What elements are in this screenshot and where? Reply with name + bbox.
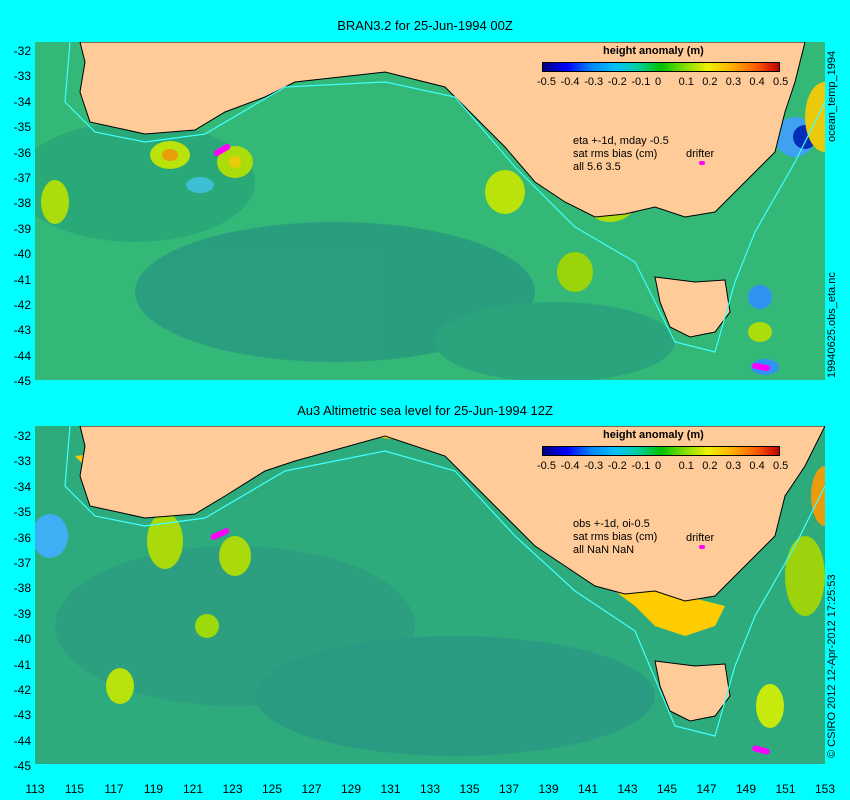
colorbar-tick-label: 0.4 xyxy=(749,460,765,472)
longitude-tick-label: 137 xyxy=(498,782,520,796)
top-stats-note: eta +-1d, mday -0.5 sat rms bias (cm) al… xyxy=(573,135,669,173)
latitude-tick-label: -39 xyxy=(13,221,31,236)
longitude-tick-label: 151 xyxy=(775,782,796,796)
longitude-tick-label: 113 xyxy=(25,782,45,796)
longitude-tick-label: 139 xyxy=(538,782,559,796)
latitude-tick-label: -45 xyxy=(13,759,31,774)
bottom-stats-note: obs +-1d, oi-0.5 sat rms bias (cm) all N… xyxy=(573,518,658,556)
latitude-tick-label: -44 xyxy=(13,348,31,363)
latitude-tick-label: -42 xyxy=(13,683,31,697)
latitude-tick-label: -41 xyxy=(13,657,31,672)
longitude-tick-label: 119 xyxy=(143,782,164,796)
latitude-tick-label: -36 xyxy=(13,530,31,545)
top-drifter-legend-mark xyxy=(699,161,705,165)
colorbar-tick-label: 0.3 xyxy=(725,460,742,472)
top-map-panel xyxy=(35,42,825,380)
longitude-tick-label: 133 xyxy=(419,782,441,796)
top-legend-title: height anomaly (m) xyxy=(603,45,704,57)
latitude-tick-label: -43 xyxy=(13,323,31,338)
colorbar-tick-label: 0.1 xyxy=(678,460,694,472)
latitude-tick-label: -34 xyxy=(13,479,31,494)
latitude-tick-label: -40 xyxy=(13,247,31,262)
bottom-map-panel xyxy=(35,426,825,764)
colorbar-tick-label: 0.1 xyxy=(678,76,694,88)
colorbar-tick-label: 0.5 xyxy=(773,76,789,88)
bottom-side-label: © CSIRO 2012 12-Apr-2012 17:25:53 xyxy=(826,574,838,758)
latitude-tick-label: -35 xyxy=(13,120,31,135)
latitude-tick-label: -38 xyxy=(13,581,31,596)
colorbar-tick-label: -0.3 xyxy=(584,76,604,88)
longitude-tick-label: 123 xyxy=(222,782,243,796)
latitude-tick-label: -35 xyxy=(13,505,31,520)
colorbar-tick-label: 0.5 xyxy=(773,460,789,472)
longitude-tick-label: 135 xyxy=(459,782,480,796)
colorbar-tick-label: -0.5 xyxy=(537,460,556,472)
top-drifter-label: drifter xyxy=(686,148,715,160)
colorbar-tick-label: 0.4 xyxy=(749,76,765,88)
bottom-colorbar xyxy=(542,446,780,456)
longitude-tick-label: 117 xyxy=(104,782,124,796)
latitude-tick-label: -38 xyxy=(13,196,31,211)
longitude-tick-label: 125 xyxy=(261,782,283,796)
top-panel-title: BRAN3.2 for 25-Jun-1994 00Z xyxy=(337,18,513,33)
latitude-tick-label: -43 xyxy=(13,708,31,723)
latitude-tick-label: -34 xyxy=(13,94,31,109)
bottom-legend-title: height anomaly (m) xyxy=(603,429,704,441)
latitude-tick-label: -39 xyxy=(13,606,31,621)
colorbar-tick-label: 0 xyxy=(655,76,662,88)
bottom-australia-land xyxy=(79,426,825,602)
longitude-tick-label: 141 xyxy=(577,782,599,796)
latitude-tick-label: -37 xyxy=(13,556,31,570)
longitude-tick-label: 143 xyxy=(617,782,638,796)
latitude-tick-label: -33 xyxy=(13,454,31,469)
colorbar-tick-label: 0.2 xyxy=(702,76,718,88)
longitude-tick-label: 115 xyxy=(64,782,85,796)
bottom-drifter-label: drifter xyxy=(686,532,715,544)
latitude-tick-label: -42 xyxy=(13,298,31,312)
latitude-tick-label: -33 xyxy=(13,69,31,84)
colorbar-tick-label: -0.1 xyxy=(631,76,651,88)
longitude-tick-label: 129 xyxy=(340,782,362,796)
bottom-panel-title: Au3 Altimetric sea level for 25-Jun-1994… xyxy=(297,403,553,418)
longitude-tick-label: 121 xyxy=(182,782,204,796)
colorbar-tick-label: 0.2 xyxy=(702,460,718,472)
bottom-tasmania-land xyxy=(654,660,731,722)
longitude-tick-label: 145 xyxy=(656,782,678,796)
top-side-label-upper: ocean_temp_1994 xyxy=(826,50,838,142)
latitude-tick-label: -41 xyxy=(13,272,31,287)
top-tasmania-land xyxy=(654,276,731,338)
longitude-tick-label: 147 xyxy=(696,782,717,796)
longitude-tick-label: 149 xyxy=(735,782,757,796)
latitude-tick-label: -45 xyxy=(13,374,31,389)
longitude-tick-label: 131 xyxy=(380,782,401,796)
top-colorbar xyxy=(542,62,780,72)
latitude-tick-label: -37 xyxy=(13,171,31,185)
colorbar-tick-label: -0.4 xyxy=(560,460,580,472)
latitude-tick-label: -32 xyxy=(13,44,31,58)
colorbar-tick-label: -0.3 xyxy=(584,460,604,472)
latitude-tick-label: -44 xyxy=(13,733,31,748)
top-australia-land xyxy=(79,42,806,218)
colorbar-tick-label: 0.3 xyxy=(725,76,742,88)
colorbar-tick-label: -0.1 xyxy=(631,460,651,472)
latitude-tick-label: -40 xyxy=(13,632,31,647)
colorbar-tick-label: -0.4 xyxy=(560,76,580,88)
colorbar-tick-label: -0.2 xyxy=(607,460,627,472)
latitude-tick-label: -36 xyxy=(13,145,31,160)
latitude-tick-label: -32 xyxy=(13,429,31,443)
colorbar-tick-label: 0 xyxy=(655,460,662,472)
longitude-tick-label: 153 xyxy=(814,782,836,796)
colorbar-tick-label: -0.2 xyxy=(607,76,627,88)
top-side-label-lower: 19940625.obs_eta.nc xyxy=(826,272,838,378)
colorbar-tick-label: -0.5 xyxy=(537,76,556,88)
longitude-tick-label: 127 xyxy=(301,782,322,796)
bottom-drifter-legend-mark xyxy=(699,545,705,549)
